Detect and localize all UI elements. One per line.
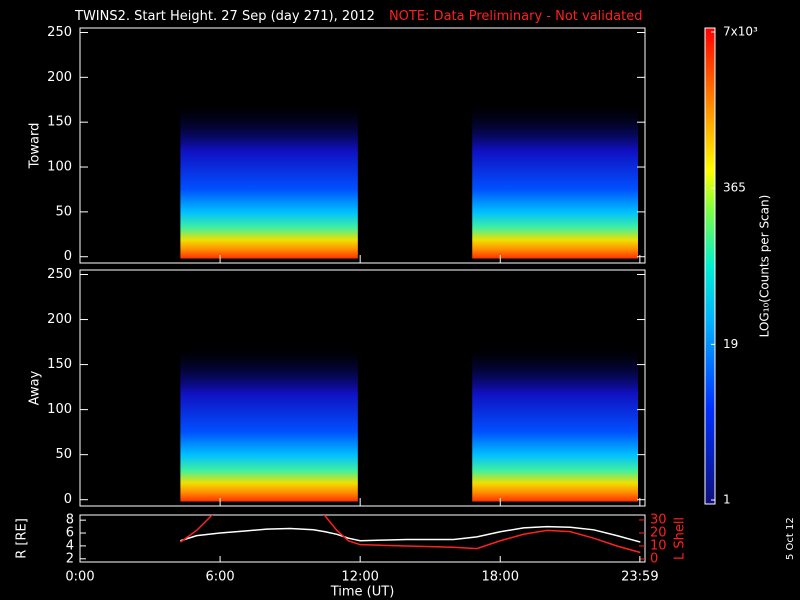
- y-tick-label: 150: [47, 115, 72, 130]
- y-tick-label: 200: [47, 70, 72, 85]
- title: TWINS2. Start Height. 27 Sep (day 271), …: [74, 9, 375, 24]
- note: NOTE: Data Preliminary - Not validated: [389, 9, 643, 24]
- x-tick-label: 0:00: [65, 570, 94, 585]
- y2-tick-label: 20: [650, 525, 667, 540]
- colorbar-tick-label: 1: [723, 493, 731, 507]
- spectrogram-block: [472, 104, 638, 259]
- y2-tick-label: 10: [650, 538, 667, 553]
- x-tick-label: 6:00: [205, 570, 234, 585]
- spectrogram-block: [472, 346, 638, 502]
- y-tick-label: 8: [66, 513, 74, 528]
- colorbar-tick-label: 365: [723, 181, 746, 195]
- colorbar: [704, 27, 716, 505]
- y-axis-label: Away: [28, 370, 43, 405]
- y-tick-label: 100: [47, 160, 72, 175]
- y-tick-label: 0: [64, 249, 72, 264]
- y-tick-label: 50: [55, 204, 72, 219]
- spectrogram-block: [180, 346, 358, 502]
- y-tick-label: 150: [47, 357, 72, 372]
- y-tick-label: 100: [47, 402, 72, 417]
- y-tick-label: 4: [66, 538, 74, 553]
- y2-axis-label: L Shell: [673, 517, 688, 560]
- x-tick-label: 23:59: [621, 570, 658, 585]
- y-tick-label: 0: [64, 492, 72, 507]
- x-tick-label: 12:00: [341, 570, 378, 585]
- y-axis-label: R [RE]: [15, 518, 30, 559]
- title-line: TWINS2. Start Height. 27 Sep (day 271), …: [74, 9, 642, 24]
- spectrogram-block: [180, 104, 358, 259]
- y-tick-label: 2: [66, 551, 74, 566]
- plot-frame: [79, 514, 646, 563]
- y2-tick-label: 30: [650, 512, 667, 527]
- date-stamp: 5 Oct 12: [785, 517, 796, 560]
- colorbar-label: LOG₁₀(Counts per Scan): [758, 195, 772, 338]
- y-tick-label: 250: [47, 267, 72, 282]
- series-line: [179, 515, 641, 554]
- plot-frame: [79, 269, 646, 507]
- series-line: [180, 525, 641, 543]
- y-tick-label: 6: [66, 526, 74, 541]
- y-tick-label: 50: [55, 447, 72, 462]
- colorbar-tick-label: 7x10³: [723, 25, 758, 39]
- y-axis-label: Toward: [28, 123, 43, 170]
- colorbar-tick-label: 19: [723, 337, 738, 351]
- plot-frame: [79, 27, 646, 264]
- x-tick-label: 18:00: [482, 570, 519, 585]
- y-tick-label: 200: [47, 312, 72, 327]
- y-tick-label: 250: [47, 25, 72, 40]
- y2-tick-label: 0: [650, 552, 658, 567]
- x-axis-label: Time (UT): [330, 585, 395, 600]
